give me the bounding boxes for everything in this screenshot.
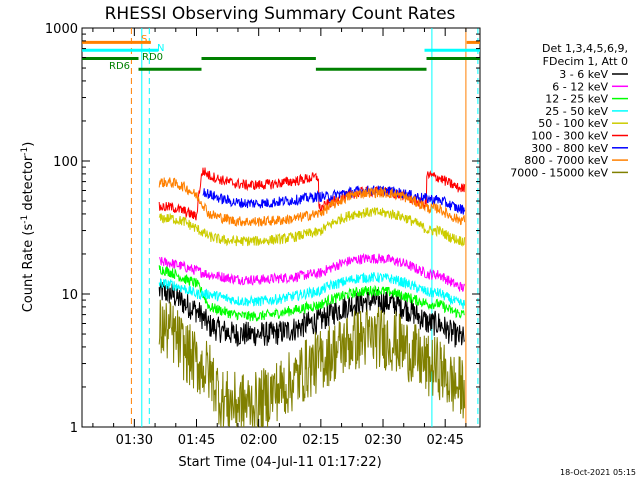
y-axis-label-sup2: -1 xyxy=(20,147,30,156)
legend-label-7: 300 - 800 keV xyxy=(531,142,608,155)
legend-label-2: 6 - 12 keV xyxy=(552,80,608,93)
legend-label-5: 50 - 100 keV xyxy=(538,117,608,130)
y-axis-label: Count Rate (s-1 detector-1) xyxy=(20,142,36,313)
series-line-3 xyxy=(158,265,465,322)
x-tick-label-5: 02:30 xyxy=(364,433,401,448)
series-group xyxy=(158,167,466,429)
y-axis-label-sup1: -1 xyxy=(20,215,30,224)
x-tick-label-6: 02:45 xyxy=(426,433,463,448)
series-line-4 xyxy=(158,272,466,310)
legend-label-9: 7000 - 15000 keV xyxy=(510,166,608,179)
flag-label-s: S xyxy=(141,34,147,45)
flag-label-rd0: RD0 xyxy=(142,52,163,63)
y-tick-label-3: 100 xyxy=(53,155,78,170)
flag-label-n: N xyxy=(157,43,164,54)
y-axis-label-part1: Count Rate (s xyxy=(21,224,36,313)
series-line-2 xyxy=(159,252,466,292)
observing-flags xyxy=(82,40,480,71)
x-tick-label-3: 02:00 xyxy=(240,433,277,448)
axes: 01:30 01:45 02:00 02:15 02:30 02:45 1 10 100 1000 xyxy=(45,22,480,448)
legend-label-6: 100 - 300 keV xyxy=(531,130,608,143)
legend-label-8: 800 - 7000 keV xyxy=(524,154,608,167)
flag-label-rd6: RD6 xyxy=(109,61,130,72)
y-tick-label-4: 1000 xyxy=(45,22,78,37)
y-axis-label-part3: ) xyxy=(21,142,36,147)
y-tick-label-2: 10 xyxy=(61,288,78,303)
series-line-1 xyxy=(158,278,466,348)
legend: Det 1,3,4,5,6,9, FDecim 1, Att 0 3 - 6 k… xyxy=(510,42,628,179)
legend-label-1: 3 - 6 keV xyxy=(559,68,608,81)
chart-title: RHESSI Observing Summary Count Rates xyxy=(105,4,456,24)
plot-frame xyxy=(81,27,481,428)
y-tick-label-1: 1 xyxy=(70,421,78,436)
series-line-7 xyxy=(202,185,466,215)
y-axis-label-part2: detector xyxy=(21,155,36,215)
x-axis-label: Start Time (04-Jul-11 01:17:22) xyxy=(178,455,381,470)
x-tick-label-2: 01:45 xyxy=(178,433,215,448)
legend-label-3: 12 - 25 keV xyxy=(545,93,608,106)
generation-timestamp: 18-Oct-2021 05:15 xyxy=(560,468,636,477)
series-line-8 xyxy=(158,177,466,228)
legend-header-line1: Det 1,3,4,5,6,9, xyxy=(542,42,628,55)
x-tick-label-1: 01:30 xyxy=(116,433,153,448)
legend-label-4: 25 - 50 keV xyxy=(545,105,608,118)
x-tick-label-4: 02:15 xyxy=(302,433,339,448)
series-line-5 xyxy=(158,207,466,247)
series-line-9 xyxy=(158,299,466,429)
legend-header-line2: FDecim 1, Att 0 xyxy=(543,55,628,68)
